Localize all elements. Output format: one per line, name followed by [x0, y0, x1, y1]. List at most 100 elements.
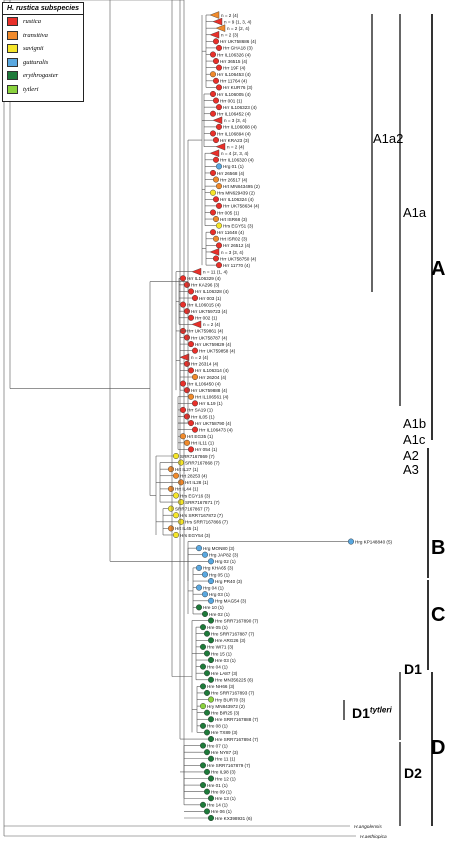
tip-label: Hry MN843972 (2)	[207, 704, 245, 709]
tip-marker	[215, 163, 222, 170]
tip-marker	[209, 209, 216, 216]
tip-marker	[207, 795, 214, 802]
legend-label: savignii	[23, 45, 44, 53]
tip-label: Hrr IL106015 (4)	[187, 302, 221, 307]
tip-label: Hre ARG26 (3)	[215, 638, 246, 643]
tip-label: Hre 12 (1)	[215, 776, 236, 781]
tip-label: Hre 04 (1)	[207, 664, 228, 669]
tip-marker	[187, 288, 194, 295]
tip-label: Hrr 11770 (4)	[223, 263, 250, 268]
tip-marker	[207, 736, 214, 743]
tip-label: n = 11 (1, 4)	[203, 269, 228, 274]
tip-label: Hre 14 (1)	[207, 803, 228, 808]
tip-marker	[209, 169, 216, 176]
tip-label: n = 3 (3, 4)	[221, 250, 244, 255]
tip-label: Hrr SA19 (1)	[187, 408, 213, 413]
collapsed-clade-triangle	[212, 17, 223, 26]
tip-marker	[195, 545, 202, 552]
tip-label: SRR7167867 (7)	[175, 506, 210, 511]
tip-label: n = 2 (2, 4)	[227, 26, 250, 31]
collapsed-clade-triangle	[191, 320, 202, 329]
legend-label: rustica	[23, 18, 42, 26]
tip-label: Hrr IL106452 (4)	[217, 112, 251, 117]
tip-marker	[203, 689, 210, 696]
tip-marker	[203, 808, 210, 815]
tip-label: n = 2 (4)	[191, 355, 209, 360]
tip-label: Hre SRR7167890 (7)	[215, 618, 259, 623]
tip-label: Hrr GHA18 (3)	[223, 46, 253, 51]
tip-label: Hre 10 (1)	[203, 605, 224, 610]
tip-label: Hrr 26517 (4)	[220, 177, 248, 182]
legend-item: erythrogaster	[3, 69, 83, 83]
tip-label: Hrs EGY51 (3)	[223, 223, 254, 228]
tip-marker	[183, 387, 190, 394]
tip-label: Hrr UK759858 (4)	[199, 348, 236, 353]
tip-label: Hrr UK758686 (4)	[220, 39, 257, 44]
tip-marker	[167, 505, 174, 512]
tip-marker	[207, 617, 214, 624]
clade-label-d2: D2	[404, 765, 422, 781]
tip-marker	[199, 762, 206, 769]
tip-marker	[207, 676, 214, 683]
tip-marker	[167, 485, 174, 492]
tip-marker	[203, 709, 210, 716]
tip-label: n = 4 (2, 3, 4)	[221, 151, 249, 156]
tip-marker	[215, 242, 222, 249]
tip-marker	[207, 755, 214, 762]
collapsed-clade-triangle	[209, 30, 220, 39]
tip-label: Hrs MN629439 (2)	[217, 191, 255, 196]
tip-marker	[209, 229, 216, 236]
tip-marker	[191, 347, 198, 354]
tip-label: Hrr IL106324 (4)	[220, 197, 254, 202]
tip-marker	[191, 295, 198, 302]
tip-marker	[207, 657, 214, 664]
tip-label: Hrr UK759723 (4)	[191, 309, 228, 314]
tip-label: Hrr KRA23 (3)	[220, 138, 250, 143]
tip-marker	[209, 51, 216, 58]
tip-marker	[191, 426, 198, 433]
tip-marker	[212, 77, 219, 84]
tip-marker	[183, 413, 190, 420]
tip-marker	[203, 768, 210, 775]
tip-label: Hre KX398931 (6)	[215, 816, 252, 821]
tip-marker	[179, 433, 186, 440]
legend: H. rustica subspecies rustica transitiva s…	[2, 2, 84, 102]
tip-marker	[212, 235, 219, 242]
tip-label: Hrg MON80 (3)	[203, 546, 235, 551]
tip-label: Hre 11 (1)	[215, 757, 236, 762]
tip-label: Hrr UK758790 (4)	[195, 421, 232, 426]
tip-marker	[199, 782, 206, 789]
tip-marker	[183, 334, 190, 341]
clade-label-d1-tytleri: D1tytleri	[352, 705, 392, 721]
collapsed-clade-triangle	[191, 267, 202, 276]
tip-label: Hrt ISR68 (3)	[220, 217, 248, 222]
tip-marker	[207, 637, 214, 644]
tip-marker	[201, 591, 208, 598]
legend-label: erythrogaster	[23, 72, 59, 80]
tip-marker	[199, 683, 206, 690]
tip-label: Hrr 36515 (4)	[220, 59, 248, 64]
tip-label: n = 2 (4)	[227, 144, 245, 149]
tip-marker	[195, 604, 202, 611]
tip-label: Hrr IL106005 (4)	[217, 92, 251, 97]
tip-marker	[215, 202, 222, 209]
tip-marker	[195, 584, 202, 591]
outgroup-label: H.angolensis	[354, 824, 382, 830]
tip-label: Hrr IL19 (1)	[199, 401, 223, 406]
tip-label: Hrt IL45 (1)	[175, 526, 199, 531]
legend-item: rustica	[3, 15, 83, 29]
tip-marker	[207, 558, 214, 565]
collapsed-clade-triangle	[209, 149, 220, 158]
clade-label-a3: A3	[403, 462, 419, 477]
tip-marker	[203, 650, 210, 657]
tip-label: Hre MN356225 (6)	[215, 678, 254, 683]
tip-label: Hrg 03 (1)	[209, 592, 230, 597]
legend-swatch	[7, 44, 18, 54]
clade-label-a1b: A1b	[403, 416, 427, 431]
tip-label: Hrr UK759829 (4)	[195, 342, 232, 347]
tip-label: n = 2 (4)	[221, 13, 239, 18]
tip-marker	[207, 815, 214, 822]
tip-label: Hrs EGY54 (3)	[180, 533, 211, 538]
tip-marker	[215, 64, 222, 71]
